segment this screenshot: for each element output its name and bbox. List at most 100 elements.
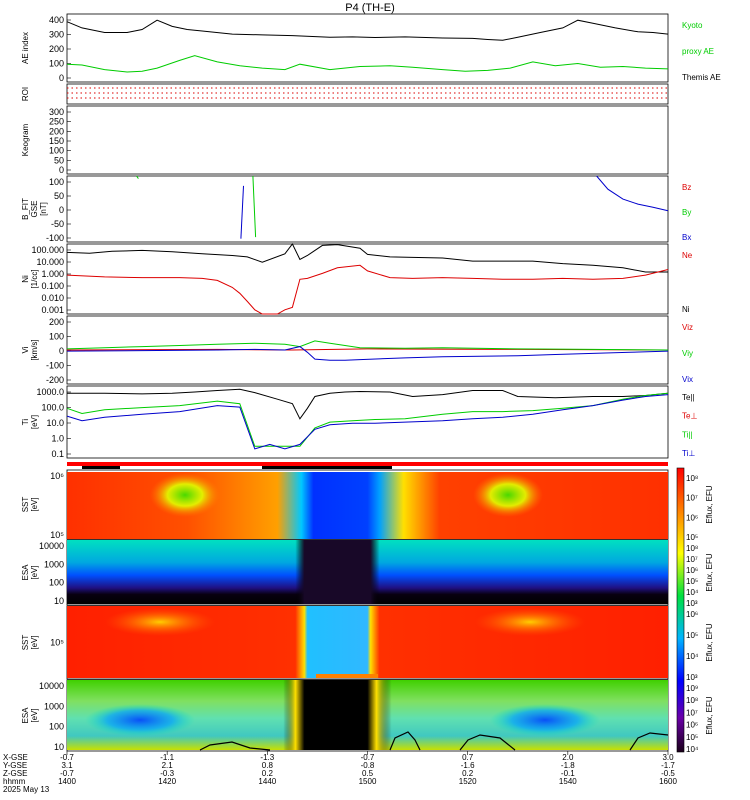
y-axis-label: [eV] [30,497,39,511]
legend-entry: Themis AE [682,73,721,82]
x-tick-label: -1.7 [661,761,675,770]
y-tick-label: 0 [59,346,64,356]
y-tick-label: 100.0 [41,403,64,413]
x-tick-label: -1.6 [461,761,475,770]
colorbar-label: Eflux, EFU [705,485,714,523]
x-tick-label: 0.2 [462,769,474,778]
y-tick-label: 50 [54,191,64,201]
panel-roi: ROI [21,83,669,105]
y-axis-label: [nT] [39,202,48,216]
legend-entry: Bz [682,183,691,192]
series-line [66,340,669,351]
y-tick-label: -100 [46,233,64,243]
x-row-label: Z-GSE [3,769,27,778]
colorbar-tick-label: 10⁹ [686,684,698,693]
y-tick-label: 300 [49,107,64,117]
x-tick-label: -0.7 [60,769,74,778]
legend-entry: Viy [682,349,693,358]
series-line [66,264,669,315]
colorbar-label: Eflux, EFU [705,623,714,661]
y-axis-label: Vi [21,346,30,353]
series-line [66,243,668,273]
x-row-label: X-GSE [3,753,28,762]
panel-frame [66,243,669,315]
y-tick-label: 50 [54,155,64,165]
y-tick-label: 0 [59,73,64,83]
panel-bfield: 100 50 0 -50 -100 B_FIT GSE [nT] Bz By Bx [21,175,691,243]
x-tick-label: 1440 [258,777,276,786]
colorbar-tick-label: 10⁷ [686,494,698,503]
x-tick-label: 1600 [659,777,677,786]
y-tick-label: 10000 [39,681,64,691]
y-tick-label: 0 [59,205,64,215]
panel-velocity: 200 100 0 -100 -200 Vi [km/s] Viz Viy Vix [21,315,693,385]
y-tick-label: 250 [49,117,64,127]
colorbar-tick-label: 10⁶ [686,513,698,522]
y-axis-label: ROI [21,87,30,101]
series-line [240,185,244,239]
y-tick-label: 10⁵ [50,638,64,648]
x-tick-label: -0.7 [361,753,375,762]
y-tick-label: 10.000 [36,257,64,267]
panel-temperature: 1000.0 100.0 10.0 1.0 0.1 Ti [eV] Te|| Te⊥ Ti|| Ti… [21,385,697,459]
series-line [136,175,139,179]
series-line [66,346,669,361]
x-tick-label: 3.1 [61,761,73,770]
x-tick-label: 3.0 [662,753,674,762]
legend-entry: Viz [682,323,693,332]
x-tick-label: -0.8 [361,761,375,770]
y-axis-label: B_FIT [21,198,30,220]
y-axis-label: Ni [21,275,30,283]
y-axis-label: [eV] [30,565,39,579]
y-axis-label: AE index [21,32,30,64]
y-tick-label: 400 [49,15,64,25]
panel-frame [66,105,669,175]
esa-electron-spectrogram [67,680,669,751]
colorbar-tick-label: 10⁶ [686,610,698,619]
y-axis-label: [1/cc] [30,269,39,288]
colorbar-tick-label: 10⁶ [686,721,698,730]
y-tick-label: 100 [49,146,64,156]
legend-entry: Bx [682,233,691,242]
x-tick-label: 1520 [459,777,477,786]
colorbar-tick-label: 10⁸ [686,696,698,705]
y-tick-label: 200 [49,317,64,327]
x-tick-label: -1.8 [561,761,575,770]
y-tick-label: 10⁶ [50,471,64,481]
y-axis-label: ESA [21,707,30,724]
colorbar-tick-label: 10³ [686,673,698,682]
y-tick-label: 10000 [39,541,64,551]
x-row-label: hhmm [3,777,26,786]
colorbar-tick-label: 10⁴ [686,745,699,754]
x-tick-label: -0.5 [661,769,675,778]
esa-ion-spectrogram [67,540,668,604]
series-line [66,392,669,447]
x-tick-label: 2.1 [162,761,174,770]
y-tick-label: 10 [54,742,64,752]
series-line [66,55,669,73]
legend-entry: Kyoto [682,21,703,30]
series-line [252,175,257,238]
panel-ae: 400 300 200 100 0 AE index Kyoto proxy AE Themis… [21,13,721,83]
quality-strip [67,462,668,466]
legend-entry: proxy AE [682,47,714,56]
y-tick-label: 100 [49,177,64,187]
colorbar-tick-label: 10⁴ [686,588,699,597]
y-axis-label: Keogram [21,123,30,156]
y-axis-label: ESA [21,564,30,581]
panel-frame [66,385,669,459]
colorbar-tick-label: 10⁵ [686,533,698,542]
y-tick-label: 100 [49,578,64,588]
colorbar-tick-label: 10⁸ [686,544,698,553]
legend-entry: Ti⊥ [682,449,695,458]
y-tick-label: 0 [59,165,64,175]
y-tick-label: 10⁵ [50,530,64,540]
y-tick-label: 0.100 [41,281,64,291]
x-row-label: 2025 May 13 [3,785,50,794]
y-axis-label: [km/s] [30,339,39,360]
y-tick-label: 0.010 [41,293,64,303]
colorbar-tick-label: 10⁸ [686,474,698,483]
x-tick-label: 2.0 [562,753,574,762]
